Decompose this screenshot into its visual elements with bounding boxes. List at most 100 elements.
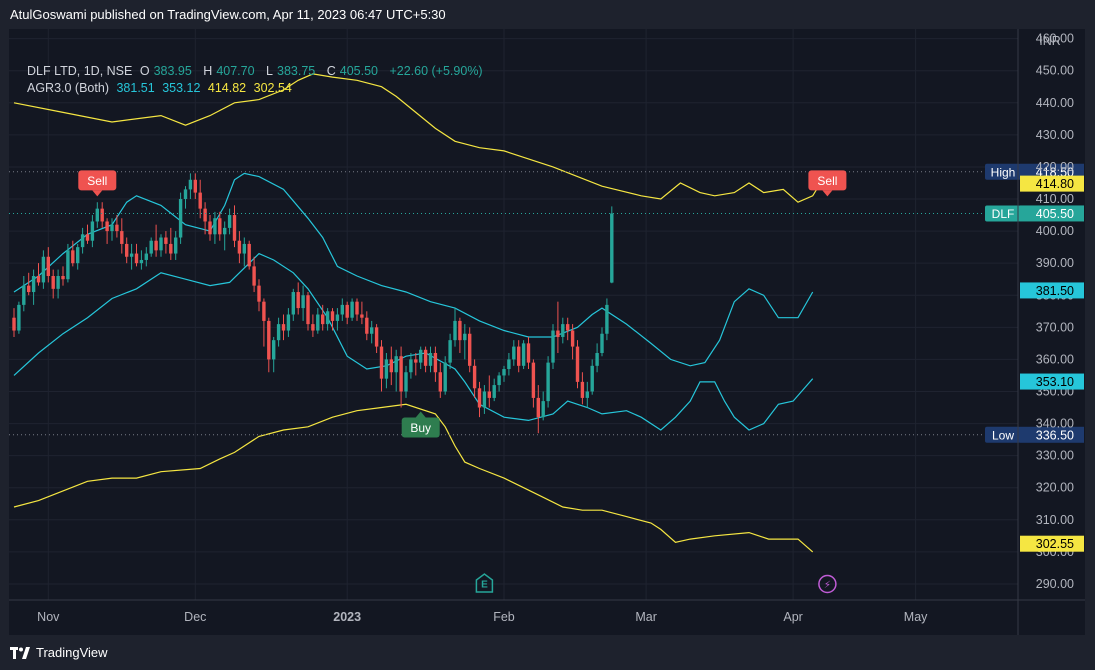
candle-body xyxy=(105,221,109,232)
candle-body xyxy=(296,292,300,309)
high-label: H xyxy=(203,64,213,78)
publisher-line: AtulGoswami published on TradingView.com… xyxy=(10,7,446,22)
candle xyxy=(183,186,188,209)
candle xyxy=(468,327,472,373)
candle xyxy=(71,240,75,267)
y-tick-label: 460.00 xyxy=(1036,32,1074,46)
signal-label: Sell xyxy=(87,174,107,188)
price-line-label: High xyxy=(991,165,1016,179)
axis-badge-value: 381.50 xyxy=(1036,284,1074,298)
candle-body xyxy=(600,333,604,353)
candle-body xyxy=(27,285,31,293)
candle-body xyxy=(365,317,369,334)
candle xyxy=(125,237,129,264)
high-value: 407.70 xyxy=(216,64,255,78)
chart-pane[interactable]: High 418.50 DLF 405.50 Low 336.50 Sell Buy Sell… xyxy=(9,29,1085,635)
candle xyxy=(443,356,447,395)
candle-body xyxy=(370,327,374,334)
candle xyxy=(561,317,565,344)
candle-body xyxy=(178,199,183,238)
candle xyxy=(56,269,60,299)
candle-body xyxy=(115,224,119,232)
candle xyxy=(419,346,423,370)
candle xyxy=(453,308,457,347)
candle xyxy=(409,352,413,379)
earnings-icon: E xyxy=(475,573,494,593)
candle-body xyxy=(174,237,178,254)
candle-body xyxy=(507,359,511,370)
axis-badge xyxy=(1020,282,1084,299)
candle-body xyxy=(306,295,310,325)
indicator-value-2: 353.12 xyxy=(162,81,201,95)
candle-body xyxy=(448,340,452,363)
candle xyxy=(66,243,70,283)
candle xyxy=(477,381,482,418)
candle xyxy=(340,298,344,321)
candle xyxy=(482,385,487,414)
candle-body xyxy=(379,346,384,379)
candle xyxy=(193,173,197,200)
candle-body xyxy=(497,375,501,386)
candle-body xyxy=(164,237,168,244)
x-tick-label: Mar xyxy=(635,610,657,624)
candle xyxy=(296,282,300,315)
signal-label: Buy xyxy=(410,421,431,435)
candle xyxy=(257,279,261,312)
candle xyxy=(159,234,163,257)
candle xyxy=(575,340,580,389)
candle-body xyxy=(272,340,276,360)
candle xyxy=(570,324,575,360)
candle xyxy=(149,237,153,257)
candle xyxy=(232,205,237,248)
candle-body xyxy=(325,311,330,325)
candle-body xyxy=(291,292,295,315)
candle-body xyxy=(129,253,134,257)
candle-body xyxy=(590,365,594,392)
candle xyxy=(316,308,320,334)
candle xyxy=(17,301,21,334)
candle-body xyxy=(232,215,237,241)
candle xyxy=(291,288,295,321)
candle-body xyxy=(384,359,389,379)
candle-body xyxy=(203,208,207,222)
candle-body xyxy=(512,346,516,360)
candle xyxy=(423,346,428,373)
price-line-tag xyxy=(985,426,1021,443)
y-tick-label: 370.00 xyxy=(1036,320,1074,334)
candle xyxy=(129,243,134,270)
dividend-icon: ⚡ xyxy=(818,574,837,594)
candle xyxy=(203,202,207,235)
candle-body xyxy=(198,192,202,209)
candle xyxy=(595,343,599,373)
candle xyxy=(41,250,46,289)
candle-body xyxy=(502,369,506,376)
candle xyxy=(536,385,540,434)
candle-body xyxy=(257,285,261,302)
indicator-row: AGR3.0 (Both) 381.51 353.12 414.82 302.5… xyxy=(27,80,487,97)
price-badge-value: 405.50 xyxy=(1036,207,1074,221)
y-tick-label: 390.00 xyxy=(1036,256,1074,270)
candle xyxy=(517,340,521,373)
earnings-icon-glyph: E xyxy=(481,580,488,591)
candle-body xyxy=(610,213,614,283)
candle-body xyxy=(139,259,144,264)
axis-badge xyxy=(1020,175,1084,192)
candle-body xyxy=(267,320,271,360)
candle xyxy=(497,372,501,392)
candle-body xyxy=(95,208,99,222)
candle-body xyxy=(71,250,75,264)
open-value: 383.95 xyxy=(153,64,192,78)
candle-body xyxy=(458,320,462,341)
y-tick-label: 310.00 xyxy=(1036,513,1074,527)
candle xyxy=(546,356,550,408)
candle-body xyxy=(561,324,565,337)
candle-body xyxy=(227,215,232,228)
candle-body xyxy=(409,359,413,373)
candle-body xyxy=(154,240,158,251)
change-value: +22.60 (+5.90%) xyxy=(389,64,483,78)
candle xyxy=(174,231,178,260)
candle-body xyxy=(61,276,65,280)
candle xyxy=(325,308,330,331)
candle xyxy=(399,346,403,408)
